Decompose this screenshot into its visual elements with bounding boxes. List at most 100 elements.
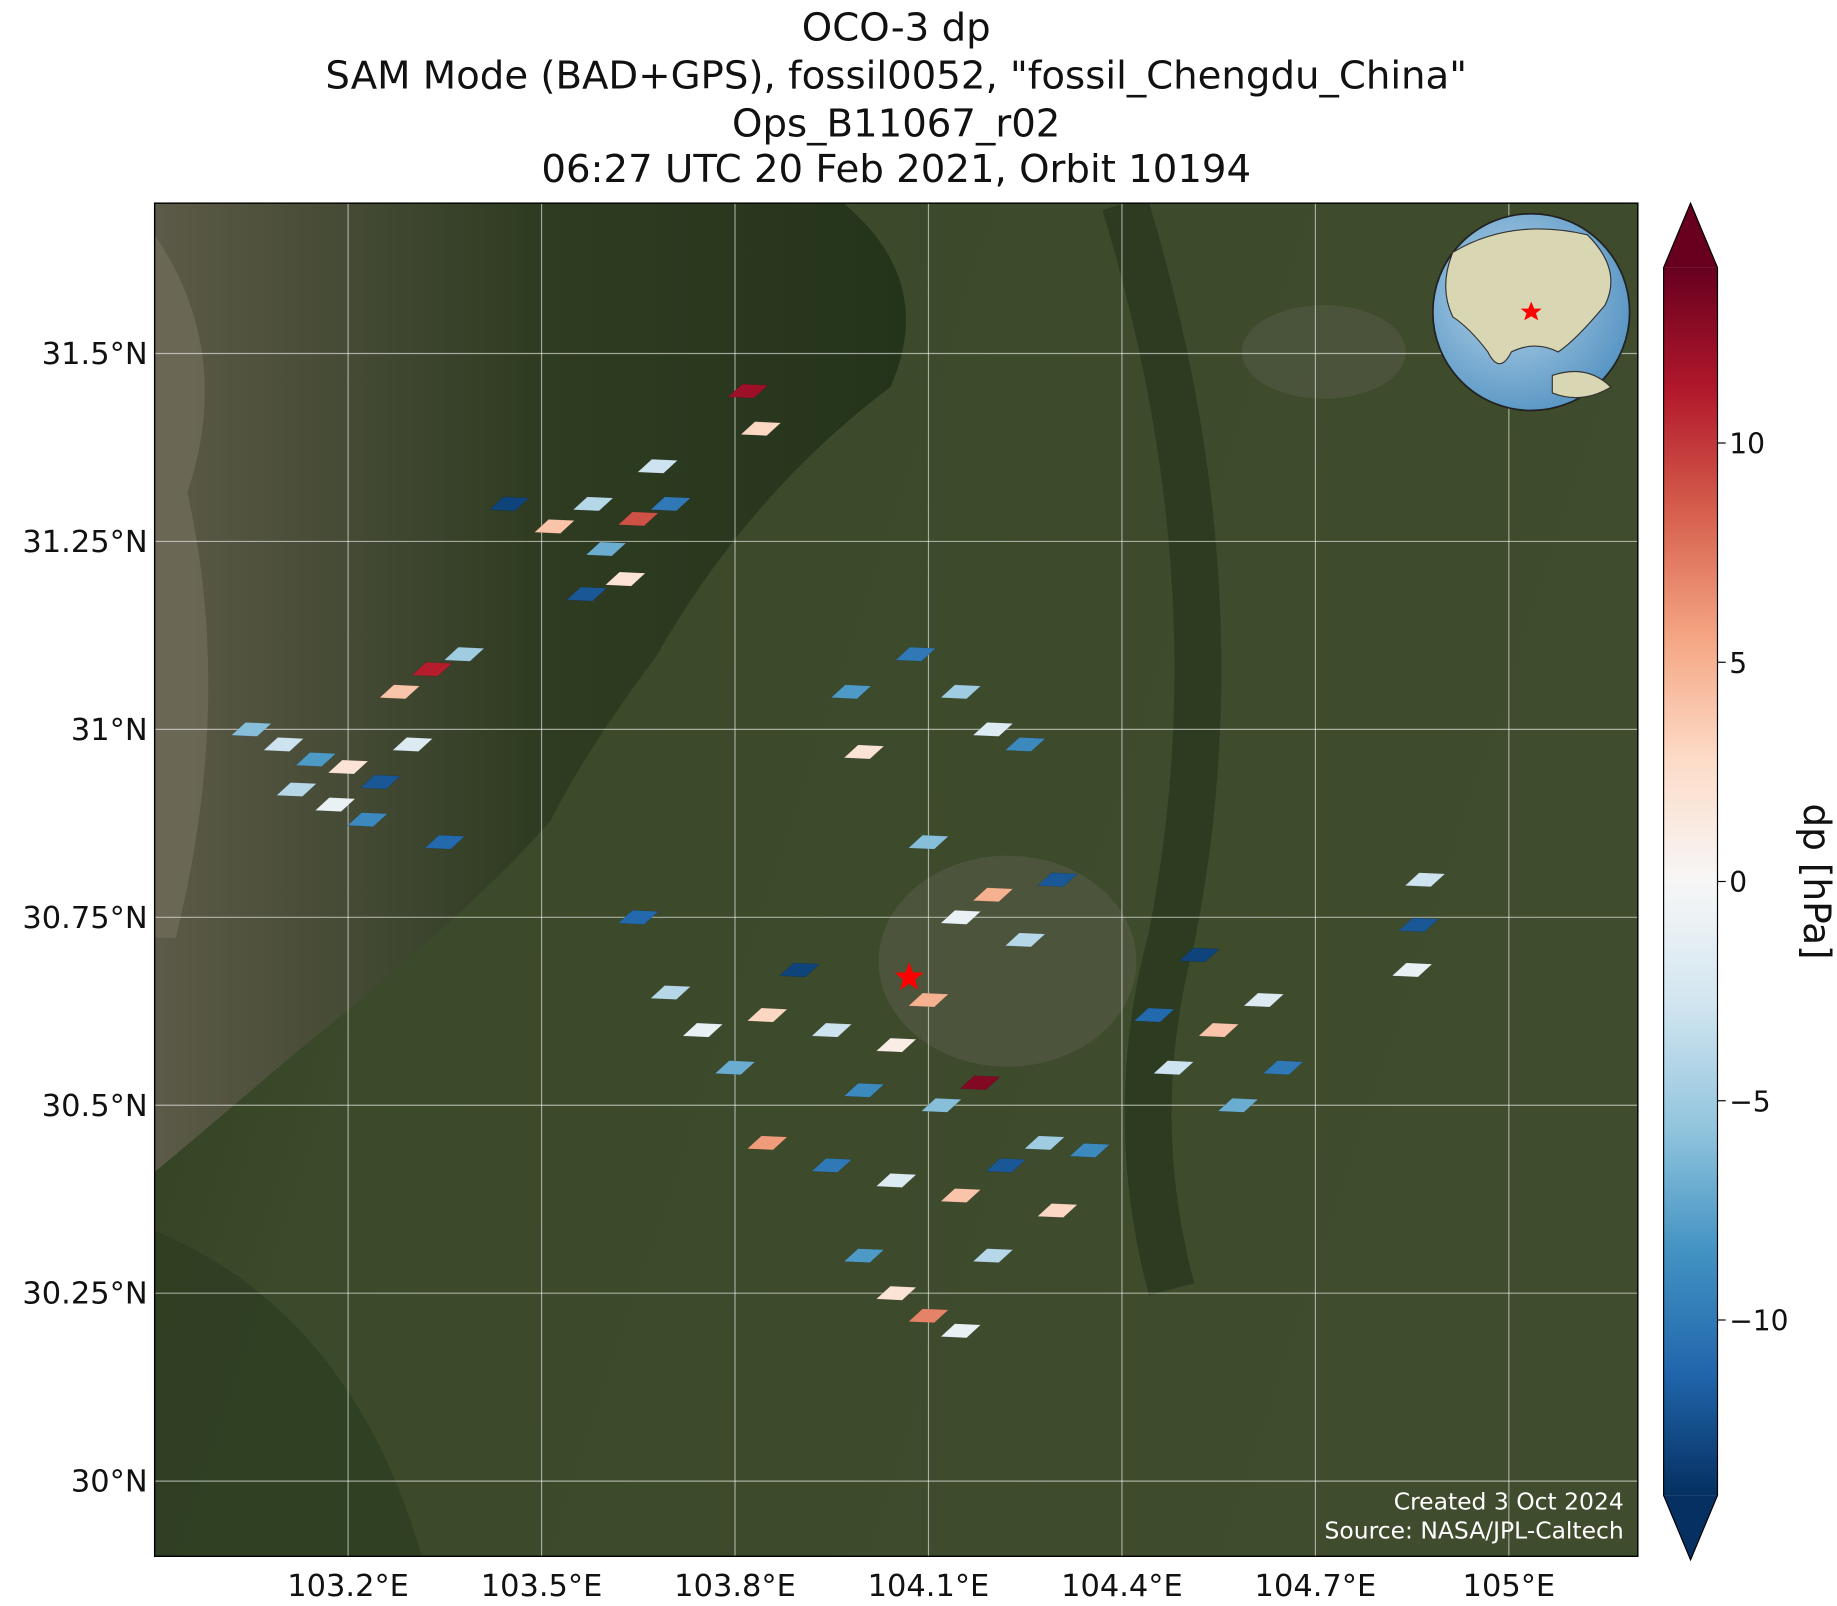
colorbar-extend	[1663, 1495, 1718, 1560]
x-tick-label: 105°E	[1463, 1569, 1556, 1604]
sounding	[830, 684, 872, 700]
sounding	[959, 1075, 1001, 1091]
sounding	[940, 1188, 982, 1203]
sounding	[875, 1037, 917, 1053]
y-tick-label: 30.75°N	[22, 901, 147, 936]
y-tick-label: 30.25°N	[22, 1277, 147, 1312]
sounding	[327, 759, 369, 775]
y-tick-label: 30°N	[71, 1465, 148, 1500]
sounding	[617, 511, 659, 527]
sounding	[843, 1082, 885, 1098]
sounding	[746, 1007, 788, 1023]
x-tick-label: 104.1°E	[868, 1569, 990, 1604]
x-tick-label: 103.5°E	[481, 1569, 603, 1604]
ridge	[1102, 203, 1222, 1296]
title-line: OCO-3 dp	[802, 5, 991, 50]
site-star	[894, 962, 924, 990]
globe-site	[1520, 301, 1542, 321]
title-line: 06:27 UTC 20 Feb 2021, Orbit 10194	[541, 147, 1251, 192]
sounding	[811, 1022, 853, 1038]
sounding	[940, 909, 982, 925]
sounding	[1262, 1060, 1304, 1076]
hills	[154, 1230, 422, 1557]
annotation: Source: NASA/JPL-Caltech	[1325, 1517, 1624, 1545]
map-frame	[153, 202, 1639, 1558]
y-tick-label: 30.5°N	[42, 1089, 148, 1124]
sounding	[907, 834, 950, 850]
annotation: Created 3 Oct 2024	[1394, 1487, 1624, 1515]
sounding	[972, 887, 1014, 903]
sounding	[740, 421, 782, 437]
sounding	[649, 496, 692, 512]
sounding	[1069, 1143, 1111, 1158]
colorbar-frame	[1663, 201, 1719, 1562]
sounding	[907, 992, 950, 1008]
sounding	[424, 834, 466, 850]
sounding	[972, 1248, 1014, 1263]
sounding	[604, 571, 647, 587]
sounding	[940, 1323, 982, 1339]
sounding	[940, 684, 982, 700]
sounding	[314, 797, 356, 812]
sounding	[488, 496, 530, 512]
sounding	[411, 661, 453, 677]
sounding	[1023, 1135, 1066, 1151]
sounding	[1004, 932, 1046, 948]
colorbar-extend	[1663, 203, 1718, 268]
sounding	[875, 1173, 917, 1188]
colorbar-tick-label: 0	[1729, 866, 1747, 899]
colorbar-tick-label: 5	[1729, 647, 1747, 680]
x-tick-label: 104.4°E	[1061, 1569, 1183, 1604]
sounding	[1243, 992, 1285, 1008]
sounding	[566, 586, 608, 602]
title: OCO-3 dp SAM Mode (BAD+GPS), fossil0052,…	[325, 5, 1467, 192]
inset-globe	[1431, 212, 1631, 412]
sounding	[585, 541, 627, 557]
sounding	[727, 383, 769, 399]
sounding	[920, 1097, 963, 1113]
sounding	[572, 496, 614, 512]
sounding	[985, 1158, 1027, 1173]
sounding	[1404, 872, 1446, 888]
sounding	[1397, 917, 1440, 933]
sounding	[391, 737, 434, 752]
mountains	[154, 203, 907, 1173]
sounding	[1217, 1097, 1259, 1113]
x-tick-label: 104.7°E	[1255, 1569, 1377, 1604]
globe-land	[1551, 370, 1612, 399]
y-tick-label: 31.25°N	[22, 525, 147, 560]
sounding	[811, 1158, 853, 1173]
sounding	[714, 1060, 756, 1076]
city	[878, 855, 1137, 1067]
sounding	[275, 782, 318, 797]
y-tick-label: 31.5°N	[42, 337, 148, 372]
sounding	[379, 684, 421, 700]
sounding	[907, 1308, 950, 1324]
sounding	[346, 812, 389, 827]
sounding	[533, 519, 576, 534]
city	[1241, 305, 1406, 399]
sounding	[778, 962, 821, 978]
sounding	[637, 458, 679, 474]
colorbar	[1663, 267, 1718, 1496]
y-tick-label: 31°N	[71, 713, 148, 748]
sounding	[443, 646, 485, 662]
sounding	[1152, 1060, 1195, 1076]
x-tick-label: 103.2°E	[287, 1569, 409, 1604]
x-tick-label: 103.8°E	[674, 1569, 796, 1604]
basemap	[154, 203, 1638, 1557]
sounding	[230, 722, 273, 737]
sounding	[875, 1285, 917, 1301]
snow-peaks	[154, 234, 209, 938]
sounding	[262, 737, 305, 752]
sounding	[843, 1248, 885, 1263]
colorbar-tick-label: −5	[1729, 1085, 1770, 1118]
colorbar-tick-label: 10	[1729, 428, 1765, 461]
title-line: SAM Mode (BAD+GPS), fossil0052, "fossil_…	[325, 53, 1467, 98]
sounding	[359, 774, 401, 790]
sounding	[1198, 1022, 1240, 1038]
sounding	[1133, 1007, 1175, 1023]
sounding	[746, 1135, 788, 1151]
sounding	[1391, 962, 1433, 978]
colorbar-tick-label: −10	[1729, 1305, 1788, 1338]
